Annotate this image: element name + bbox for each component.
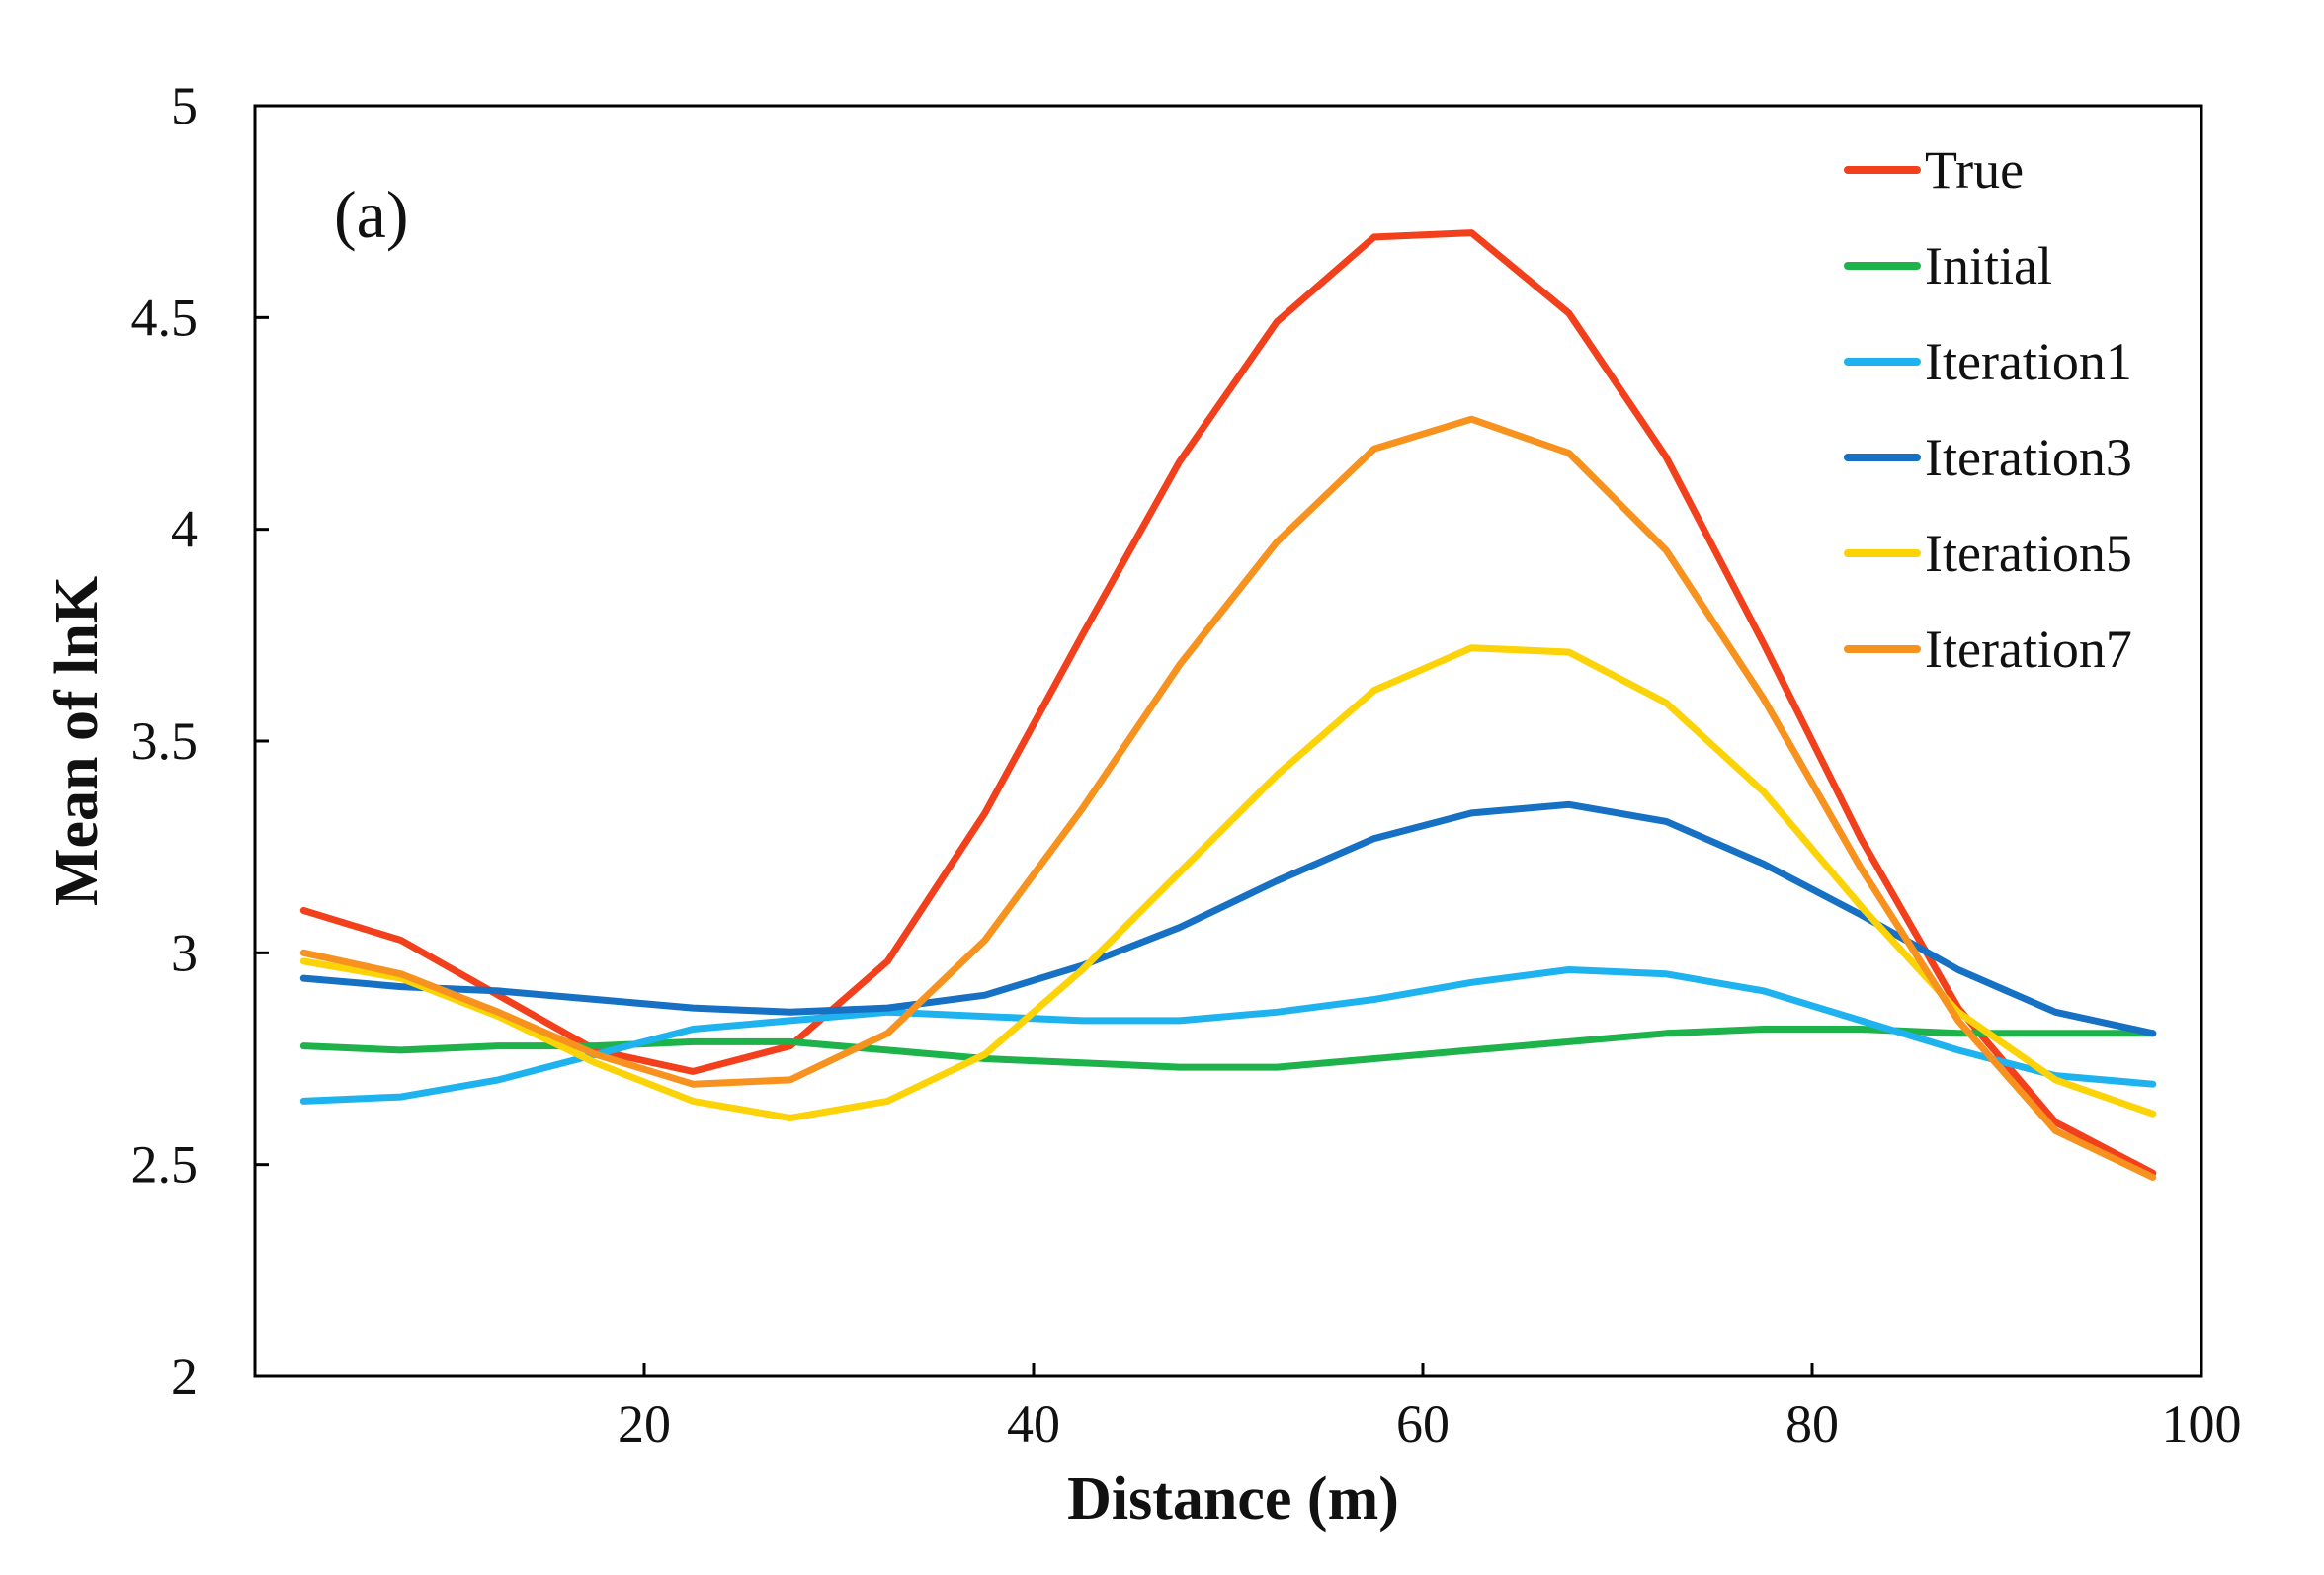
x-axis-title: Distance (m) <box>1067 1465 1399 1533</box>
legend-label-iteration5: Iteration5 <box>1925 524 2132 583</box>
y-tick-label: 4 <box>171 500 198 559</box>
y-tick-label: 5 <box>171 76 198 135</box>
y-tick-label: 2.5 <box>131 1135 199 1195</box>
x-tick-label: 80 <box>1785 1394 1839 1453</box>
y-tick-label: 2 <box>171 1347 198 1406</box>
y-axis-title: Mean of lnK <box>43 576 111 906</box>
y-tick-label: 4.5 <box>131 288 199 347</box>
series-line-iteration1 <box>299 966 2157 1105</box>
x-tick-label: 20 <box>618 1394 671 1453</box>
legend-label-iteration1: Iteration1 <box>1925 332 2132 391</box>
y-tick-label: 3 <box>171 923 198 982</box>
legend-label-iteration3: Iteration3 <box>1925 428 2132 487</box>
panel-label: (a) <box>334 177 408 252</box>
legend-label-iteration7: Iteration7 <box>1925 620 2132 679</box>
plot-frame <box>253 104 2203 1378</box>
x-tick-label: 100 <box>2162 1394 2242 1453</box>
y-tick-label: 3.5 <box>131 711 199 771</box>
series-line-iteration5 <box>299 644 2157 1121</box>
series-line-iteration3 <box>299 800 2157 1037</box>
x-tick-label: 60 <box>1396 1394 1450 1453</box>
series-line-initial <box>299 1026 2157 1071</box>
legend-label-initial: Initial <box>1925 236 2052 295</box>
series-line-iteration7 <box>299 415 2157 1181</box>
x-tick-label: 40 <box>1007 1394 1060 1453</box>
legend-label-true: True <box>1925 140 2024 200</box>
